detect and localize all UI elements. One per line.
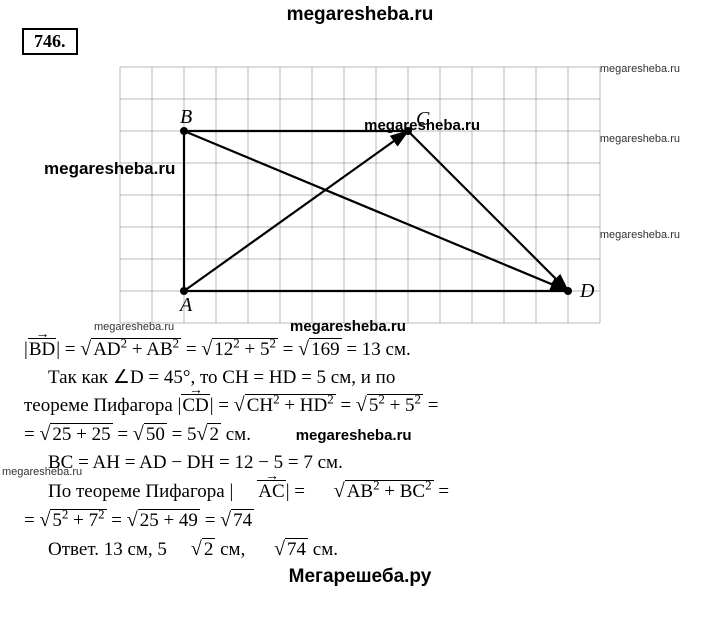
txt: + 5 (385, 395, 415, 416)
geometry-diagram: ABCD megaresheba.ru megaresheba.ru megar… (100, 61, 620, 331)
txt: + BC (380, 481, 426, 502)
txt: + HD (280, 395, 328, 416)
sqrt: 2 (197, 420, 221, 449)
txt: Ответ. 13 см, 5 (48, 539, 167, 560)
txt: По теореме Пифагора | (48, 481, 233, 502)
txt: 5 (52, 510, 62, 531)
txt: = (278, 339, 298, 360)
txt: см. (308, 539, 338, 560)
line-7: = 52 + 72 = 25 + 49 = 74 (24, 506, 696, 535)
txt: = (423, 395, 438, 416)
txt: BD (28, 338, 56, 360)
txt: = 13 см. (342, 339, 411, 360)
txt: CH (247, 395, 273, 416)
sqrt: 52 + 52 (356, 391, 423, 420)
txt: = (24, 424, 39, 445)
txt: | = (56, 339, 80, 360)
txt: = (336, 395, 356, 416)
watermark-bold: megaresheba.ru (364, 117, 480, 134)
txt: = (107, 510, 127, 531)
sqrt: 25 + 25 (39, 420, 112, 449)
sqrt: 25 + 49 (127, 506, 200, 535)
sqrt: AB2 + BC2 (310, 477, 434, 506)
watermark-small: megaresheba.ru (600, 63, 680, 75)
txt: 74 (285, 538, 308, 560)
txt: = (181, 339, 201, 360)
vector-ac: AC (233, 478, 285, 506)
sqrt: 2 (167, 535, 215, 564)
txt: = 5 (167, 424, 197, 445)
txt: 12 (214, 339, 233, 360)
txt: + 5 (240, 339, 270, 360)
txt: 169 (309, 338, 342, 360)
watermark-small: megaresheba.ru (2, 465, 82, 481)
txt: 2 (173, 336, 179, 351)
sqrt: AD2 + AB2 (80, 335, 181, 364)
sqrt: 169 (298, 335, 341, 364)
txt: 50 (144, 423, 167, 445)
solution-text: |BD| = AD2 + AB2 = 122 + 52 = 169 = 13 с… (0, 331, 720, 564)
line-2: Так как ∠D = 45°, то CH = HD = 5 см, и п… (24, 364, 696, 392)
svg-text:D: D (579, 280, 595, 302)
site-footer: Мегарешеба.ру (0, 564, 720, 588)
sqrt: 74 (250, 535, 308, 564)
txt: 2 (202, 538, 216, 560)
line-5: BC = AH = AD − DH = 12 − 5 = 7 см. (24, 449, 696, 477)
txt: 74 (231, 509, 254, 531)
txt: = (24, 510, 39, 531)
vector-cd: CD (181, 392, 209, 420)
problem-number-box: 746. (0, 28, 720, 55)
vector-bd: BD (28, 336, 56, 364)
site-header: megaresheba.ru (0, 0, 720, 28)
txt: 2 (269, 336, 275, 351)
sqrt: CH2 + HD2 (234, 391, 336, 420)
watermark-small: megaresheba.ru (600, 133, 680, 145)
line-3: теореме Пифагора |CD| = CH2 + HD2 = 52 +… (24, 391, 696, 420)
watermark-bold: megaresheba.ru (296, 427, 412, 444)
svg-text:B: B (180, 106, 192, 128)
sqrt: 52 + 72 (39, 506, 106, 535)
txt: + 7 (68, 510, 98, 531)
sqrt: 122 + 52 (201, 335, 278, 364)
diagram-svg: ABCD (100, 61, 620, 331)
svg-text:A: A (178, 294, 193, 316)
txt: 25 + 25 (50, 423, 112, 445)
problem-number: 746. (22, 28, 78, 55)
watermark-small: megaresheba.ru (600, 229, 680, 241)
txt: = (200, 510, 220, 531)
line-1: |BD| = AD2 + AB2 = 122 + 52 = 169 = 13 с… (24, 335, 696, 364)
line-6: По теореме Пифагора | AC| = AB2 + BC2 = (24, 477, 696, 506)
watermark-bold: megaresheba.ru (44, 159, 175, 179)
txt: + AB (127, 339, 173, 360)
txt: теореме Пифагора | (24, 395, 181, 416)
sqrt: 50 (133, 420, 167, 449)
txt: AB (347, 481, 373, 502)
txt: AC (257, 480, 285, 502)
txt: 2 (207, 423, 221, 445)
txt: = (434, 481, 449, 502)
txt: 25 + 49 (138, 509, 200, 531)
txt: | = (286, 481, 310, 502)
txt: 5 (369, 395, 379, 416)
txt: CD (181, 394, 209, 416)
sqrt: 74 (220, 506, 254, 535)
txt: | = (210, 395, 234, 416)
txt: см. (221, 424, 251, 445)
txt: AD (93, 339, 120, 360)
txt: см, (215, 539, 250, 560)
line-answer: Ответ. 13 см, 5 2 см, 74 см. (24, 535, 696, 564)
line-4: = 25 + 25 = 50 = 5 2 см. megaresheba.ru (24, 420, 696, 449)
txt: = (113, 424, 133, 445)
